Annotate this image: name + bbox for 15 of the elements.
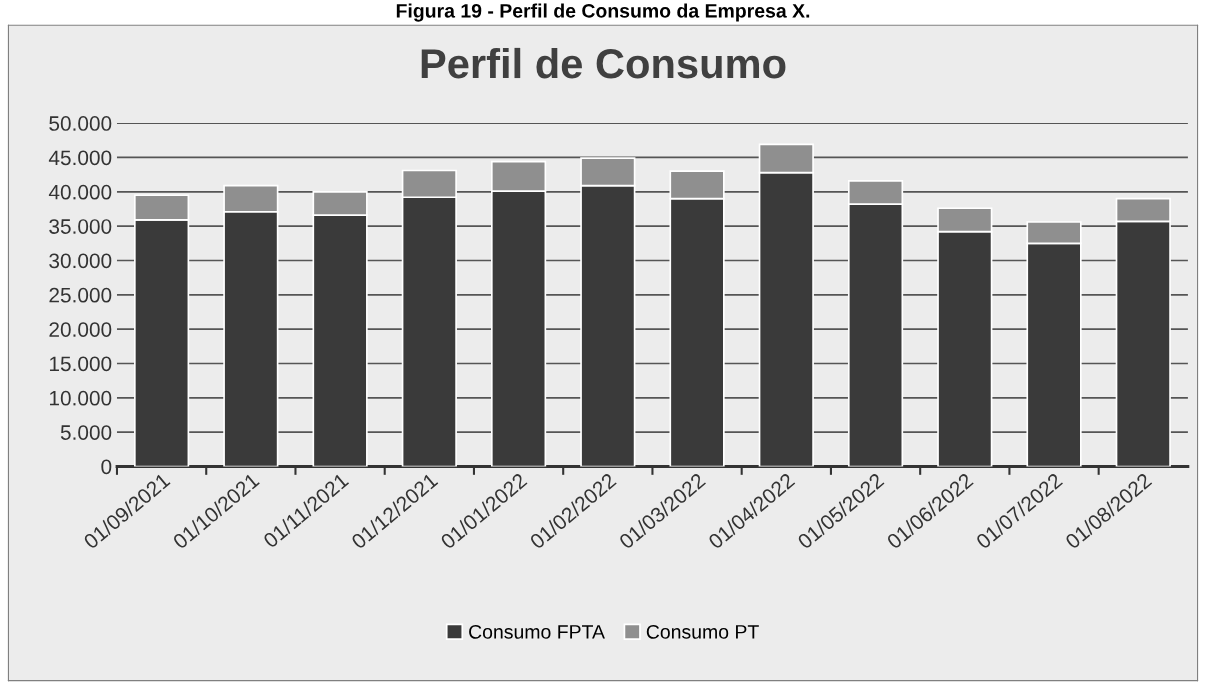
legend-label: Consumo FPTA [469,624,605,639]
y-tick-label: 10.000 [50,390,112,406]
y-tick-label: 50.000 [49,116,112,131]
y-tick-label: 30.000 [49,253,112,269]
y-tick-label: 25.000 [49,287,112,303]
y-tick-label: 0 [101,459,112,475]
text: Figura 19 - Perfil de Consumo da Empresa X. [396,3,810,22]
y-tick-label: 15.000 [50,356,112,372]
y-tick-label: 35.000 [49,219,112,234]
legend-label: Consumo PT [646,624,759,639]
y-tick-label: 40.000 [48,184,112,200]
y-tick-label: 5.000 [60,425,112,440]
chart-title: Perfil de Consumo [421,47,786,79]
y-tick-label: 45.000 [48,150,112,166]
y-tick-label: 20.000 [49,322,112,337]
